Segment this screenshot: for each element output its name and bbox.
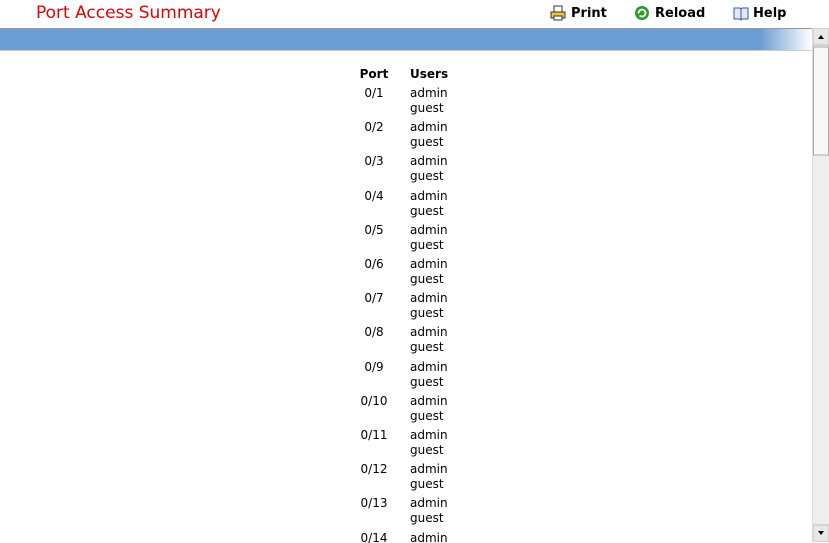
- port-cell: 0/10: [360, 393, 388, 408]
- user-cell: admin: [410, 154, 448, 169]
- user-cell: guest: [410, 203, 444, 218]
- help-icon[interactable]: [733, 5, 749, 21]
- user-cell: admin: [410, 393, 448, 408]
- print-button[interactable]: Print: [571, 6, 607, 21]
- user-cell: guest: [410, 374, 444, 389]
- port-cell: 0/4: [364, 188, 384, 203]
- help-button[interactable]: Help: [753, 6, 787, 21]
- user-cell: guest: [410, 511, 444, 526]
- port-cell: 0/6: [364, 257, 384, 271]
- user-cell: guest: [410, 443, 444, 457]
- port-cell: 0/14: [360, 530, 388, 543]
- user-cell: guest: [410, 237, 444, 252]
- banner-bar: [0, 28, 812, 51]
- user-cell: guest: [410, 477, 444, 492]
- user-cell: guest: [410, 135, 444, 150]
- user-cell: admin: [410, 496, 448, 511]
- port-cell: 0/11: [360, 428, 388, 442]
- user-cell: admin: [410, 257, 448, 271]
- user-cell: admin: [410, 462, 448, 477]
- user-cell: admin: [410, 359, 448, 374]
- port-cell: 0/12: [360, 462, 388, 477]
- user-cell: guest: [410, 169, 444, 184]
- user-cell: admin: [410, 325, 448, 340]
- user-cell: guest: [410, 272, 444, 286]
- port-cell: 0/8: [364, 325, 384, 340]
- user-cell: admin: [410, 188, 448, 203]
- column-header: Users: [410, 67, 449, 81]
- port-cell: 0/1: [364, 86, 384, 100]
- port-cell: 0/2: [364, 120, 384, 135]
- port-cell: 0/13: [360, 496, 388, 511]
- user-cell: guest: [410, 306, 444, 321]
- scrollbar-parts: [813, 28, 829, 542]
- port-cell: 0/3: [364, 154, 384, 169]
- user-cell: admin: [410, 120, 448, 135]
- user-cell: guest: [410, 101, 444, 115]
- content: Port Users 0/1 admin guest 0/2 admin guest 0/3…: [0, 50, 812, 543]
- user-cell: guest: [410, 340, 444, 355]
- user-cell: guest: [410, 408, 444, 423]
- user-cell: admin: [410, 291, 448, 306]
- reload-button[interactable]: Reload: [655, 6, 706, 21]
- page-title: Port Access Summary: [36, 3, 221, 23]
- user-cell: admin: [410, 86, 448, 100]
- user-cell: admin: [410, 428, 448, 442]
- user-cell: admin: [410, 222, 448, 237]
- print-icon[interactable]: [550, 5, 566, 21]
- port-cell: 0/7: [364, 291, 384, 306]
- port-cell: 0/9: [364, 359, 384, 374]
- user-cell: admin: [410, 530, 448, 543]
- scrollbar[interactable]: [812, 28, 829, 542]
- column-header: Port: [359, 67, 389, 81]
- port-cell: 0/5: [364, 222, 384, 237]
- reload-icon[interactable]: [634, 5, 650, 21]
